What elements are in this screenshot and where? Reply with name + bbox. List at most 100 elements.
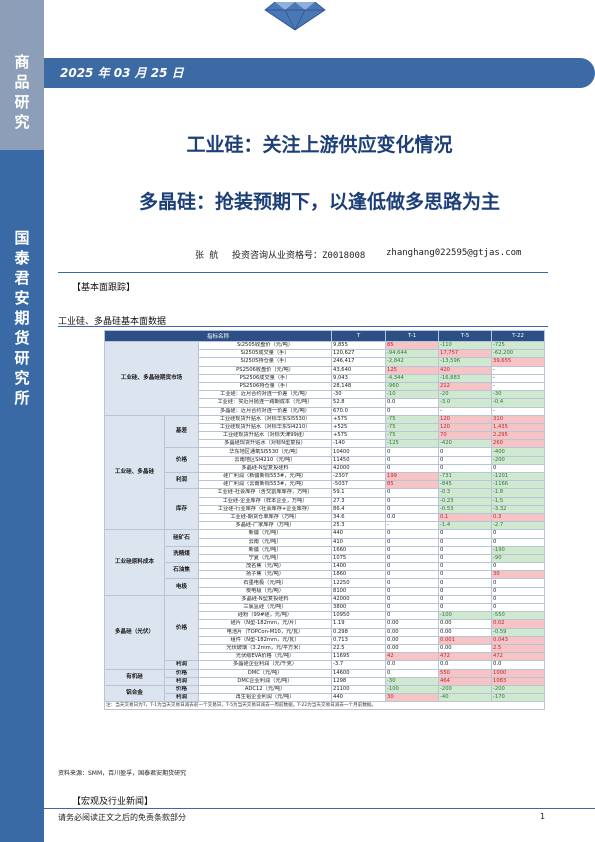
value-cell-t22: 0: [491, 562, 546, 572]
value-cell-t: 670.0: [331, 406, 387, 416]
table-row: 石油焦 茂名焦（元/吨） 1400 0 0 0: [105, 562, 546, 580]
value-cell-t: 52.8: [331, 398, 387, 408]
value-cell-t: 10400: [331, 447, 387, 457]
value-cell-t22: -: [491, 406, 546, 416]
subgroup-cell: 价格: [164, 668, 199, 678]
value-cell-t1: -75: [385, 414, 440, 424]
table-header-row: 指标名称 T T-1 T-5 T-22: [103, 330, 546, 342]
value-cell-t: 0.713: [331, 635, 387, 645]
value-cell-t: 59.1: [331, 488, 387, 498]
value-cell-t22: 1083: [491, 676, 546, 686]
indicator-name: 多晶硅现货升贴水（对标N型复投）: [197, 439, 333, 449]
value-cell-t5: 0: [438, 553, 493, 564]
group-cell: 有机硅: [104, 668, 165, 686]
indicator-name: 工业硅-企业库存（样本企业，万吨）: [197, 496, 333, 506]
subgroup-cell: 基差: [164, 414, 199, 449]
value-cell-t1: 0: [385, 594, 440, 605]
table-row: 洗精煤 新疆（元/吨） 1660 0 0 -190: [105, 545, 546, 564]
value-cell-t: -5037: [331, 480, 387, 490]
value-cell-t22: -725: [491, 340, 546, 351]
value-cell-t1: -125: [385, 439, 440, 449]
report-subtitle: 多晶硅：抢装预期下，以逢低做多思路为主: [138, 191, 500, 213]
value-cell-t: 8100: [331, 586, 387, 596]
subgroup-cell: 硅矿石: [164, 529, 199, 547]
indicator-name: 工业硅现货升贴水（对标华东SI4210）: [197, 422, 333, 433]
value-cell-t1: 0.00: [385, 643, 440, 654]
value-cell-t1: 0.0: [385, 660, 440, 670]
subgroup-cell: 利润: [164, 693, 199, 703]
value-cell-t5: -20: [438, 390, 493, 400]
value-cell-t1: -75: [385, 431, 440, 441]
value-cell-t: 440: [331, 529, 387, 539]
value-cell-t5: -0.53: [438, 504, 493, 514]
value-cell-t1: 0.00: [385, 619, 440, 629]
indicator-name: 工业硅现货升贴水（对标天津99硅）: [197, 431, 333, 441]
group-cell: 工业硅原料成本: [104, 529, 165, 596]
group-cell: 多晶硅（光伏）: [104, 594, 165, 670]
value-cell-t5: -3.0: [438, 398, 493, 408]
value-cell-t22: -550: [491, 611, 546, 621]
section-basics-heading: 【基本面跟踪】: [72, 283, 136, 293]
table-row: 光伏玻璃（3.2mm，元/平方米） 22.5 0.00 0.00 2.5: [105, 643, 546, 654]
value-cell-t22: -400: [491, 447, 546, 457]
value-cell-t: -3.7: [331, 660, 387, 670]
indicator-name: 工业硅-期货仓单库存（万吨）: [197, 512, 333, 523]
value-cell-t1: 0: [385, 447, 440, 457]
indicator-name: 硅厂利润（新疆新标553#，元/吨）: [197, 471, 333, 482]
indicator-name: 宁夏（元/吨）: [197, 553, 333, 564]
indicator-name: Si2505成交量（手）: [197, 349, 333, 359]
value-cell-t1: -100: [385, 684, 440, 695]
table-row: 有机硅 价格 DMC（元/吨） 14600 0 550 1000: [104, 668, 546, 686]
indicator-name: 新疆（元/吨）: [197, 529, 333, 539]
value-cell-t22: 0: [491, 529, 546, 539]
group-cell: 铝合金: [104, 684, 165, 703]
indicator-name: DMC企业利润（元/吨）: [197, 676, 333, 686]
value-cell-t5: 0.1: [438, 512, 493, 523]
indicator-name: 工业硅：近月合约对连一价差（元/吨）: [197, 390, 333, 400]
value-cell-t: 27.3: [331, 496, 387, 506]
value-cell-t1: 0: [385, 562, 440, 572]
table-row: 利润 多晶硅企业利润（元/千克） -3.7 0.0 0.0 0.0: [105, 660, 546, 670]
table-row: 库存 工业硅-社会库存（含交割库库存，万吨） 59.1 0 -0.3 -1.8: [105, 488, 546, 531]
indicator-name: ADC12（元/吨）: [197, 684, 333, 695]
value-cell-t: 0.298: [331, 627, 387, 637]
value-cell-t: 9,855: [331, 340, 387, 351]
value-cell-t: 1298: [331, 676, 387, 686]
value-cell-t5: 17,757: [438, 349, 493, 359]
indicator-name: 工业硅现货升贴水（对标华东SI5530）: [197, 414, 333, 424]
value-cell-t: 28,148: [331, 381, 387, 392]
value-cell-t22: -30: [491, 390, 546, 400]
value-cell-t5: -40: [438, 693, 493, 703]
indicator-name: Si2505持仓量（手）: [197, 357, 333, 367]
value-cell-t1: 0: [385, 504, 440, 514]
indicator-name: 多晶硅-N型复投硅料: [197, 463, 333, 474]
table-row: 多晶硅（光伏） 价格 多晶硅-N型复投硅料 42000 0 0 0: [104, 594, 546, 670]
value-cell-t5: -845: [438, 480, 493, 490]
indicator-name: 多晶硅企业利润（元/千克）: [197, 660, 333, 670]
value-cell-t5: -110: [438, 340, 493, 351]
value-cell-t22: 0.02: [491, 619, 546, 629]
indicator-name: 茂名焦（元/吨）: [197, 562, 333, 572]
value-cell-t5: 120: [438, 422, 493, 433]
value-cell-t5: 0: [438, 455, 493, 465]
value-cell-t5: 0.0: [438, 660, 493, 670]
value-cell-t5: -420: [438, 439, 493, 449]
sidebar-top-label: 商品研究: [14, 53, 30, 131]
indicator-name: PS2506持仓量（手）: [197, 381, 333, 392]
value-cell-t1: 0: [385, 463, 440, 474]
value-cell-t: 22.5: [331, 643, 387, 654]
table-row: 工业硅、多晶硅 基差 工业硅现货升贴水（对标华东SI5530） +575 -75 120 3…: [104, 414, 546, 531]
value-cell-t1: 30: [385, 693, 440, 703]
value-cell-t1: 0: [385, 496, 440, 506]
indicator-name: PS2506成交量（手）: [197, 373, 333, 383]
value-cell-t: -30: [331, 390, 387, 400]
author-email[interactable]: zhanghang022595@gtjas.com: [386, 248, 522, 258]
report-title: 工业硅：关注上游供应变化情况: [186, 134, 453, 156]
value-cell-t5: 0: [438, 602, 493, 613]
value-cell-t22: 260: [491, 439, 546, 449]
subgroup-cell: 洗精煤: [164, 545, 199, 564]
value-cell-t: -140: [331, 439, 387, 449]
indicator-name: 云南地区SI4210（元/吨）: [197, 455, 333, 465]
table-row: 硅厂利润（云南新标553#，元/吨） -5037 85 -845 -1166: [105, 480, 546, 490]
indicator-name: 新疆（元/吨）: [197, 545, 333, 555]
